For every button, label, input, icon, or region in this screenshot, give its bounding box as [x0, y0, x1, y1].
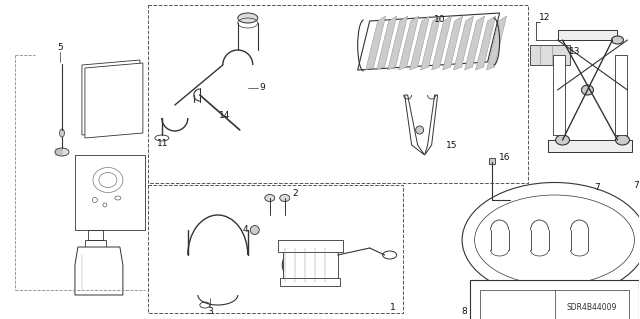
Bar: [557, 30, 618, 40]
Text: 2: 2: [292, 189, 298, 197]
Text: 5: 5: [57, 42, 63, 51]
Bar: [85, 240, 106, 247]
Ellipse shape: [582, 85, 593, 95]
Ellipse shape: [55, 148, 69, 156]
Ellipse shape: [265, 195, 275, 202]
Text: 14: 14: [219, 110, 230, 120]
Bar: [529, 45, 570, 65]
Polygon shape: [431, 16, 452, 70]
Polygon shape: [399, 16, 419, 70]
Ellipse shape: [250, 226, 259, 234]
Bar: [280, 278, 340, 286]
Ellipse shape: [280, 195, 290, 202]
Bar: [470, 280, 639, 319]
Text: 13: 13: [569, 48, 580, 56]
Text: 9: 9: [259, 84, 265, 93]
Polygon shape: [404, 95, 424, 155]
Bar: [283, 248, 338, 282]
Bar: [278, 240, 342, 252]
Ellipse shape: [616, 135, 630, 145]
Text: 3: 3: [207, 308, 212, 316]
Polygon shape: [420, 16, 440, 70]
Text: 11: 11: [157, 138, 168, 147]
Polygon shape: [443, 16, 463, 70]
Ellipse shape: [282, 245, 337, 285]
Bar: [552, 55, 564, 135]
Ellipse shape: [462, 182, 640, 298]
Polygon shape: [85, 63, 143, 138]
Polygon shape: [454, 16, 474, 70]
Ellipse shape: [415, 126, 424, 134]
Bar: [616, 55, 627, 135]
Ellipse shape: [556, 135, 570, 145]
Text: 15: 15: [446, 140, 458, 150]
Text: 8: 8: [461, 308, 467, 316]
Ellipse shape: [291, 251, 329, 279]
Text: 16: 16: [499, 152, 510, 161]
Text: 10: 10: [434, 16, 445, 25]
Text: 7: 7: [595, 183, 600, 192]
Polygon shape: [365, 16, 386, 70]
Bar: [148, 185, 403, 313]
Ellipse shape: [238, 13, 258, 23]
Text: 1: 1: [390, 303, 396, 313]
Polygon shape: [75, 247, 123, 295]
Text: SDR4B44009: SDR4B44009: [566, 302, 617, 311]
Bar: [88, 230, 103, 240]
Bar: [488, 158, 495, 164]
Polygon shape: [476, 16, 495, 70]
Polygon shape: [388, 16, 408, 70]
Ellipse shape: [611, 36, 623, 44]
Polygon shape: [486, 16, 507, 70]
Text: 12: 12: [539, 12, 550, 21]
Polygon shape: [358, 13, 500, 70]
Bar: [548, 140, 632, 152]
Bar: [148, 5, 527, 183]
Bar: [479, 290, 630, 319]
Ellipse shape: [475, 195, 634, 285]
Text: 4: 4: [243, 226, 248, 234]
Bar: [75, 155, 145, 230]
Ellipse shape: [60, 129, 65, 137]
Polygon shape: [82, 60, 140, 135]
Ellipse shape: [383, 251, 397, 259]
Polygon shape: [377, 16, 397, 70]
Polygon shape: [465, 16, 484, 70]
Text: 7: 7: [634, 181, 639, 189]
Polygon shape: [410, 16, 429, 70]
Polygon shape: [424, 95, 438, 155]
